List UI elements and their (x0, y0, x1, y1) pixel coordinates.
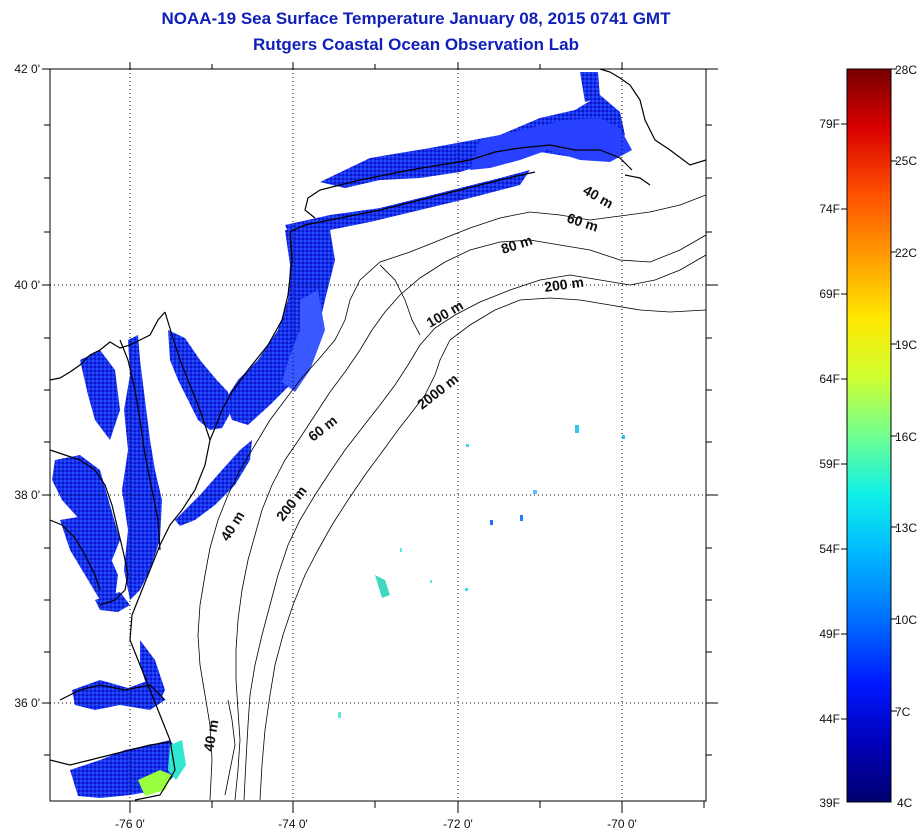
colorbar-ticks (841, 68, 897, 720)
lon-label: -74 0' (278, 817, 308, 831)
colorbar-c-label: 10C (895, 613, 917, 627)
graticule (50, 69, 706, 801)
colorbar-c-label: 7C (895, 705, 911, 719)
colorbar-f-label: 44F (819, 712, 840, 726)
colorbar-f-label: 74F (819, 202, 840, 216)
sst-swaths (52, 72, 632, 798)
colorbar-f-label: 39F (819, 796, 840, 810)
lon-label: -70 0' (607, 817, 637, 831)
colorbar-c-label: 25C (895, 154, 917, 168)
isobath-label: 40 m (200, 718, 221, 752)
colorbar-celsius-labels: 28C 25C 22C 19C 16C 13C 10C 7C 4C (895, 63, 917, 810)
map-subtitle: Rutgers Coastal Ocean Observation Lab (253, 35, 579, 54)
colorbar-c-label: 13C (895, 521, 917, 535)
colorbar-f-label: 79F (819, 117, 840, 131)
axis-ticks (42, 62, 718, 813)
colorbar-f-label: 69F (819, 287, 840, 301)
colorbar-c-label: 4C (897, 796, 913, 810)
colorbar-fahrenheit-labels: 79F 74F 69F 64F 59F 54F 49F 44F 39F (819, 117, 840, 810)
lon-label: -72 0' (443, 817, 473, 831)
colorbar-c-label: 19C (895, 338, 917, 352)
isobath-label: 200 m (543, 274, 585, 295)
longitude-labels: -76 0' -74 0' -72 0' -70 0' (115, 817, 637, 831)
coastline (50, 69, 706, 801)
map-title: NOAA-19 Sea Surface Temperature January … (161, 9, 671, 28)
lat-label: 40 0' (14, 278, 40, 292)
colorbar-f-label: 49F (819, 627, 840, 641)
lon-label: -76 0' (115, 817, 145, 831)
colorbar (846, 68, 892, 803)
colorbar-f-label: 64F (819, 372, 840, 386)
colorbar-f-label: 59F (819, 457, 840, 471)
colorbar-c-label: 28C (895, 63, 917, 77)
latitude-labels: 42 0' 40 0' 38 0' 36 0' (14, 62, 40, 710)
colorbar-f-label: 54F (819, 542, 840, 556)
colorbar-c-label: 16C (895, 430, 917, 444)
lat-label: 38 0' (14, 488, 40, 502)
map-content: 40 m 60 m 80 m 200 m 100 m 2000 m 60 m 2… (50, 69, 706, 801)
isobaths (197, 194, 706, 801)
lat-label: 42 0' (14, 62, 40, 76)
lat-label: 36 0' (14, 696, 40, 710)
colorbar-c-label: 22C (895, 246, 917, 260)
